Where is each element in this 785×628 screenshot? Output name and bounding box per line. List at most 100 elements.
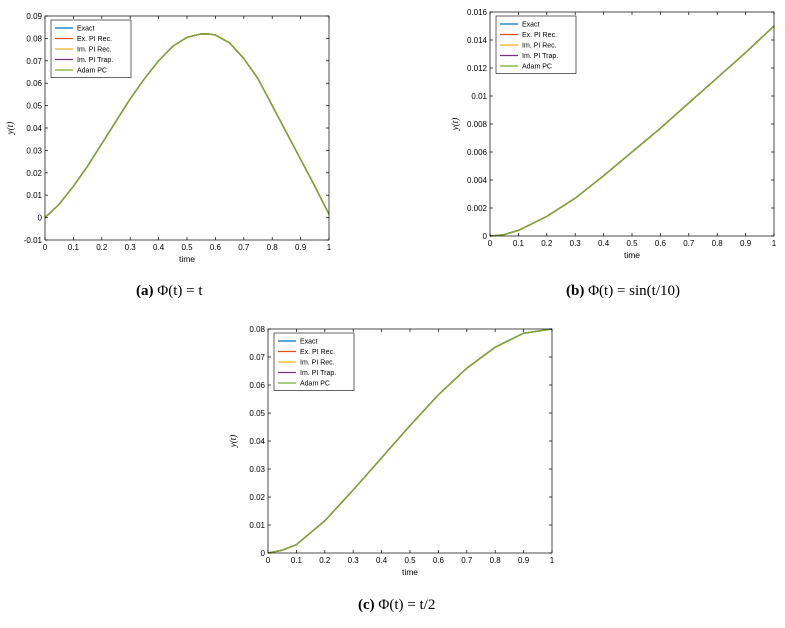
caption-b: (b) Φ(t) = sin(t/10) <box>566 283 680 300</box>
x-tick-label: 0.9 <box>518 556 530 565</box>
caption-c-label: (c) <box>358 597 375 613</box>
y-tick-label: 0.04 <box>26 124 42 133</box>
x-tick-label: 0.5 <box>404 556 416 565</box>
x-tick-label: 0.8 <box>490 556 502 565</box>
chart-b: 0 0.1 0.2 0.3 0.4 0.5 0.6 0.7 0.8 0.9 1 0 0.002 0.004… <box>450 8 777 260</box>
legend-label: Exact <box>300 339 318 346</box>
chart-a: 0 0.1 0.2 0.3 0.4 0.5 0.6 0.7 0.8 0.9 1-0.0100.010… <box>5 12 332 264</box>
legend-label: Ex. PI Rec. <box>77 36 112 43</box>
x-tick-label: 1 <box>327 243 332 252</box>
y-tick-label: 0.08 <box>26 34 42 43</box>
caption-a: (a) Φ(t) = t <box>136 283 203 300</box>
x-tick-label: 0.8 <box>712 239 724 248</box>
y-tick-label: 0 <box>38 214 43 223</box>
y-tick-label: 0.002 <box>467 204 488 213</box>
y-tick-label: 0.07 <box>26 57 42 66</box>
y-tick-label: 0.09 <box>26 12 42 21</box>
x-axis-label: time <box>402 567 418 577</box>
y-tick-label: 0.014 <box>467 36 488 45</box>
legend-label: Ex. PI Rec. <box>300 349 335 356</box>
x-tick-label: 0.2 <box>96 243 108 252</box>
legend-label: Im. PI Trap. <box>77 57 113 64</box>
y-tick-label: 0.06 <box>249 381 265 390</box>
caption-a-expr: Φ(t) = t <box>157 283 203 299</box>
y-tick-label: 0.01 <box>249 521 265 530</box>
caption-c-expr: Φ(t) = t/2 <box>378 597 436 613</box>
x-axis-label: time <box>624 250 640 260</box>
legend-label: Im. PI Rec. <box>77 47 112 54</box>
x-tick-label: 0.6 <box>210 243 222 252</box>
y-axis-label: y(t) <box>5 122 15 136</box>
legend: Exact Ex. PI Rec. Im. PI Rec. Im. PI Trap. A… <box>273 332 355 391</box>
x-tick-label: 0.7 <box>461 556 473 565</box>
y-tick-label: 0.01 <box>26 191 42 200</box>
x-tick-label: 0.4 <box>376 556 388 565</box>
legend-label: Adam PC <box>77 68 107 75</box>
x-tick-label: 0.5 <box>181 243 193 252</box>
y-tick-label: 0.05 <box>249 409 265 418</box>
legend-label: Adam PC <box>300 381 330 388</box>
legend-label: Exact <box>522 22 540 29</box>
y-tick-label: 0.004 <box>467 176 488 185</box>
x-tick-label: 0.9 <box>295 243 307 252</box>
legend-label: Adam PC <box>522 64 552 71</box>
y-tick-label: 0.05 <box>26 102 42 111</box>
caption-b-label: (b) <box>566 283 585 299</box>
x-tick-label: 0.2 <box>319 556 331 565</box>
legend-label: Exact <box>77 26 95 33</box>
y-tick-label: 0 <box>483 232 488 241</box>
legend: Exact Ex. PI Rec. Im. PI Rec. Im. PI Trap. A… <box>50 19 132 78</box>
y-axis-label: y(t) <box>450 118 460 132</box>
x-tick-label: 1 <box>772 239 777 248</box>
x-axis-label: time <box>179 254 195 264</box>
y-tick-label: 0.08 <box>249 325 265 334</box>
y-tick-label: -0.01 <box>24 236 43 245</box>
x-tick-label: 0.4 <box>153 243 165 252</box>
x-tick-label: 0.7 <box>683 239 695 248</box>
y-axis-label: y(t) <box>228 435 238 449</box>
caption-b-expr: Φ(t) = sin(t/10) <box>588 283 681 299</box>
series-line-adam-pc <box>267 328 553 554</box>
x-tick-label: 0.3 <box>570 239 582 248</box>
x-tick-label: 0.5 <box>626 239 638 248</box>
x-tick-label: 0 <box>266 556 271 565</box>
y-tick-label: 0.06 <box>26 79 42 88</box>
legend-label: Im. PI Rec. <box>300 360 335 367</box>
chart-c: 0 0.1 0.2 0.3 0.4 0.5 0.6 0.7 0.8 0.9 1 0 0.01 0.02 0.… <box>228 325 555 577</box>
legend-label: Im. PI Rec. <box>522 43 557 50</box>
y-tick-label: 0.02 <box>249 493 265 502</box>
legend-label: Im. PI Trap. <box>300 370 336 377</box>
y-tick-label: 0.04 <box>249 437 265 446</box>
caption-c: (c) Φ(t) = t/2 <box>358 597 435 614</box>
x-tick-label: 1 <box>550 556 555 565</box>
y-tick-label: 0.03 <box>249 465 265 474</box>
x-tick-label: 0.3 <box>125 243 137 252</box>
series-line-adam-pc <box>44 33 330 219</box>
caption-a-label: (a) <box>136 283 154 299</box>
y-tick-label: 0.02 <box>26 169 42 178</box>
x-tick-label: 0.7 <box>238 243 250 252</box>
x-tick-label: 0.9 <box>740 239 752 248</box>
x-tick-label: 0 <box>488 239 493 248</box>
y-tick-label: 0.07 <box>249 353 265 362</box>
y-tick-label: 0.016 <box>467 8 488 17</box>
x-tick-label: 0.6 <box>655 239 667 248</box>
x-tick-label: 0.1 <box>513 239 525 248</box>
x-tick-label: 0.2 <box>541 239 553 248</box>
x-tick-label: 0 <box>43 243 48 252</box>
x-tick-label: 0.6 <box>433 556 445 565</box>
x-tick-label: 0.3 <box>348 556 360 565</box>
y-tick-label: 0.006 <box>467 148 488 157</box>
x-tick-label: 0.1 <box>68 243 80 252</box>
y-tick-label: 0 <box>261 549 266 558</box>
x-tick-label: 0.4 <box>598 239 610 248</box>
legend: Exact Ex. PI Rec. Im. PI Rec. Im. PI Trap. A… <box>495 15 577 74</box>
y-tick-label: 0.008 <box>467 120 488 129</box>
y-tick-label: 0.012 <box>467 64 488 73</box>
y-tick-label: 0.01 <box>471 92 487 101</box>
y-tick-label: 0.03 <box>26 146 42 155</box>
x-tick-label: 0.8 <box>267 243 279 252</box>
x-tick-label: 0.1 <box>291 556 303 565</box>
legend-label: Ex. PI Rec. <box>522 32 557 39</box>
